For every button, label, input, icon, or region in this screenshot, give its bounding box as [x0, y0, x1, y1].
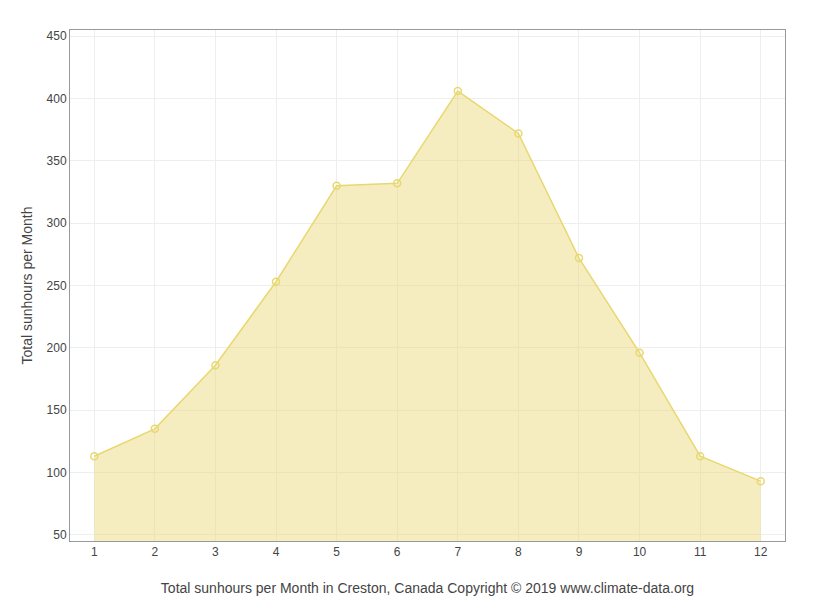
svg-text:300: 300 [47, 216, 67, 230]
svg-text:10: 10 [633, 545, 647, 559]
svg-text:Total sunhours per Month: Total sunhours per Month [19, 207, 35, 365]
svg-text:3: 3 [212, 545, 219, 559]
svg-text:2: 2 [151, 545, 158, 559]
svg-text:350: 350 [47, 154, 67, 168]
svg-text:50: 50 [53, 528, 67, 542]
svg-text:Total sunhours per Month in Cr: Total sunhours per Month in Creston, Can… [161, 580, 694, 596]
svg-text:6: 6 [394, 545, 401, 559]
svg-text:100: 100 [47, 466, 67, 480]
svg-text:11: 11 [694, 545, 707, 559]
svg-text:1: 1 [91, 545, 98, 559]
svg-text:9: 9 [576, 545, 583, 559]
svg-text:12: 12 [754, 545, 768, 559]
svg-text:4: 4 [273, 545, 280, 559]
svg-text:7: 7 [454, 545, 461, 559]
svg-text:200: 200 [47, 341, 67, 355]
svg-text:150: 150 [47, 403, 67, 417]
svg-text:5: 5 [333, 545, 340, 559]
svg-text:450: 450 [47, 29, 67, 43]
svg-text:400: 400 [47, 92, 67, 106]
svg-text:8: 8 [515, 545, 522, 559]
svg-text:250: 250 [47, 279, 67, 293]
